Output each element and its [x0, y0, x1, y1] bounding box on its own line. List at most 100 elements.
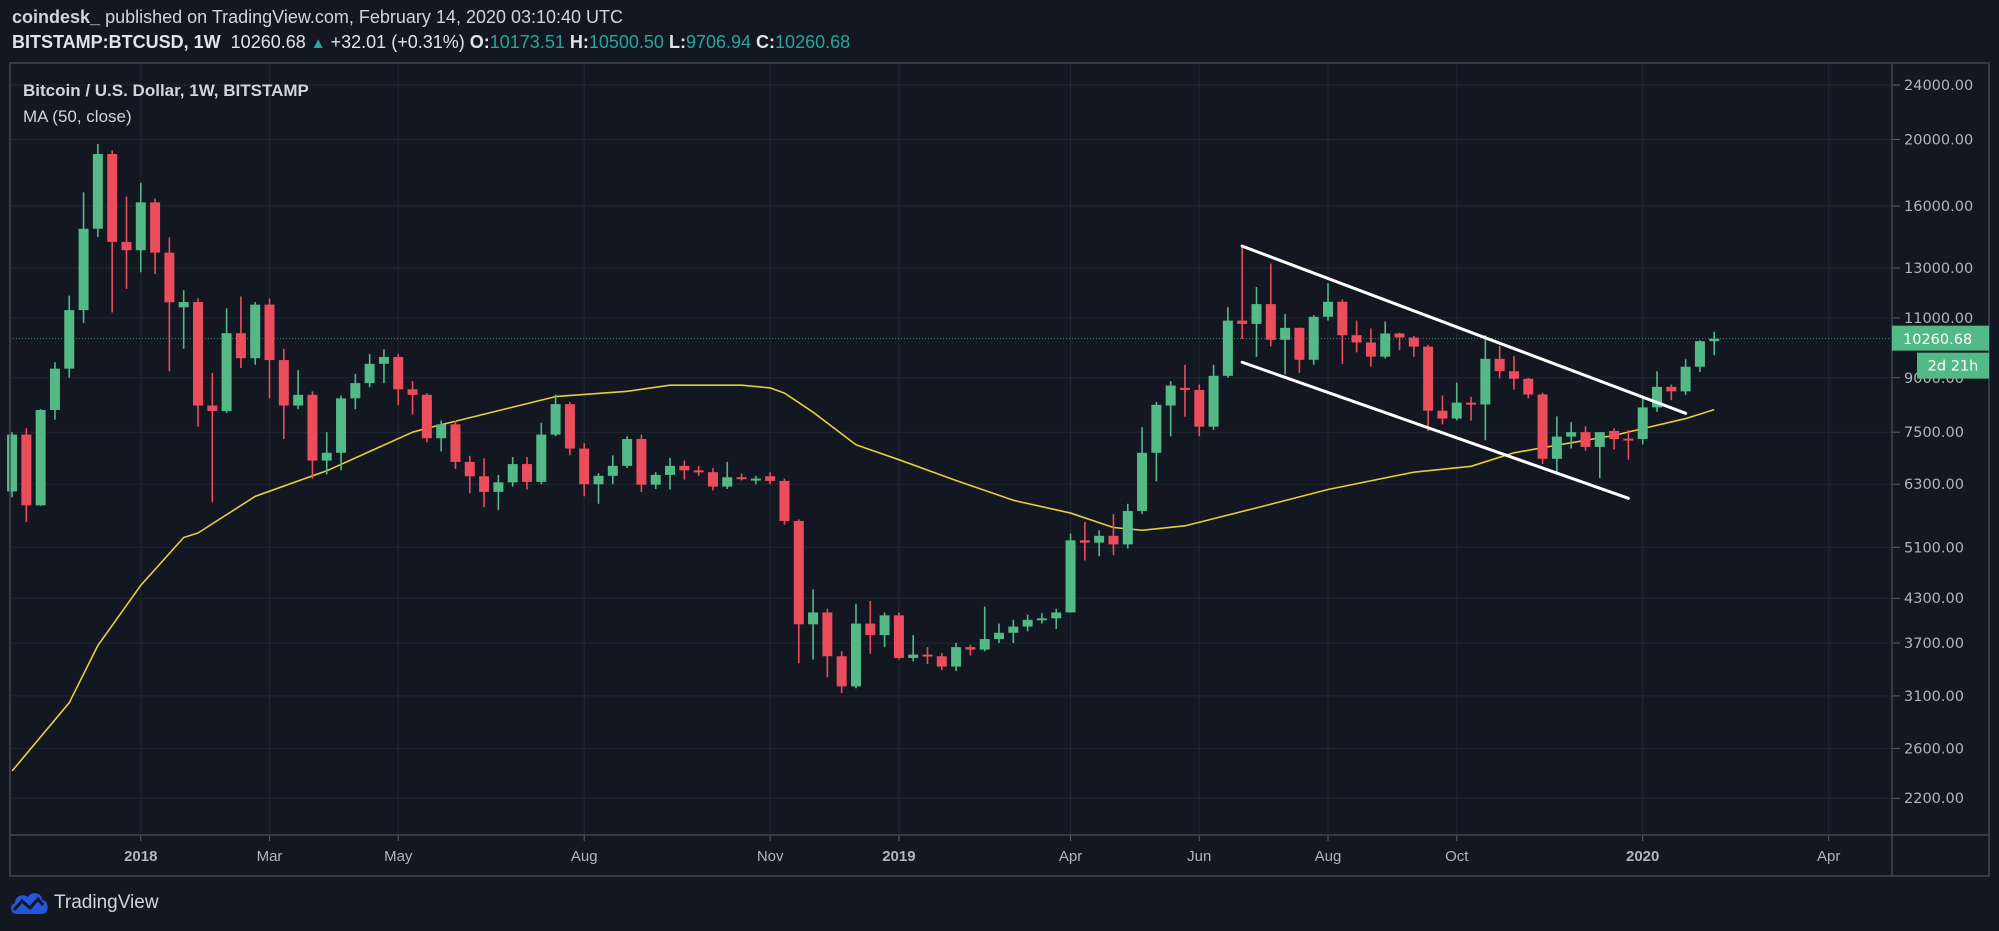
candle-down	[707, 468, 718, 491]
candle-down	[1423, 344, 1434, 432]
candle-down	[636, 434, 647, 492]
x-tick-label: Apr	[1817, 848, 1840, 865]
y-tick-label: 7500.00	[1904, 425, 1964, 441]
candle-up	[7, 432, 18, 498]
candle-body	[264, 304, 275, 361]
candle-up	[1251, 286, 1262, 357]
candle-up	[1551, 416, 1562, 474]
candle-down	[793, 519, 804, 664]
tradingview-logo-icon	[11, 893, 48, 914]
candle-up	[1165, 381, 1176, 437]
candle-body	[221, 333, 232, 412]
candle-body	[879, 615, 890, 636]
candle-up	[1151, 401, 1162, 482]
low-label: L:	[668, 32, 686, 52]
candle-down	[1079, 522, 1090, 561]
candle-body	[850, 623, 861, 687]
candle-down	[865, 601, 876, 654]
candle-body	[979, 639, 990, 650]
candle-down	[1494, 346, 1505, 379]
candle-body	[579, 448, 590, 485]
candle-body	[464, 461, 475, 477]
candle-body	[1694, 341, 1705, 367]
footer-brand[interactable]: TradingView	[8, 890, 159, 916]
candle-body	[536, 434, 547, 482]
axes: 24000.00 20000.00 16000.00 13000.00 11000.00…	[9, 62, 1990, 877]
x-tick-label: 2018	[124, 848, 157, 865]
candle-body	[1079, 540, 1090, 543]
candle-down	[164, 237, 175, 372]
candle-body	[49, 368, 60, 410]
candle-up	[1652, 371, 1663, 412]
grid	[10, 63, 1892, 835]
candle-up	[436, 420, 447, 452]
candle-down	[21, 428, 32, 523]
y-tick-label: 16000.00	[1904, 199, 1973, 215]
y-tick-label: 3700.00	[1904, 636, 1964, 652]
candle-body	[1637, 407, 1648, 440]
candle-up	[879, 612, 890, 648]
price-change: +32.01 (+0.31%)	[330, 32, 465, 52]
candle-up	[1308, 315, 1319, 365]
candle-down	[107, 150, 118, 313]
candle-body	[650, 474, 661, 485]
candle-body	[1451, 402, 1462, 419]
candle-body	[951, 647, 962, 667]
candle-down	[150, 198, 161, 275]
candle-up	[1594, 432, 1605, 479]
candle-body	[307, 394, 318, 461]
candle-down	[693, 465, 704, 476]
candle-up	[250, 302, 261, 365]
x-tick-label: May	[384, 848, 413, 865]
candle-body	[493, 482, 504, 492]
candle-down	[1609, 428, 1620, 450]
candle-body	[235, 333, 246, 359]
candle-down	[450, 420, 461, 469]
candle-up	[135, 182, 146, 273]
y-tick-label: 2200.00	[1904, 791, 1964, 807]
candle-body	[1394, 333, 1405, 338]
candle-up	[92, 143, 103, 238]
candle-up	[722, 461, 733, 490]
candle-up	[850, 603, 861, 689]
candle-up	[350, 373, 361, 410]
candle-body	[836, 656, 847, 687]
candle-down	[836, 651, 847, 694]
candle-body	[393, 356, 404, 390]
candle-down	[393, 353, 404, 406]
candle-down	[1508, 356, 1519, 390]
candle-body	[1709, 338, 1720, 342]
chart-legend: Bitcoin / U.S. Dollar, 1W, BITSTAMP MA (…	[23, 78, 309, 130]
candle-down	[564, 401, 575, 456]
candle-up	[1709, 331, 1720, 356]
candle-body	[1251, 304, 1262, 324]
y-tick-label: 4300.00	[1904, 591, 1964, 607]
candle-body	[1179, 387, 1190, 390]
candle-body	[479, 476, 490, 492]
candle-body	[421, 394, 432, 439]
candle-body	[107, 153, 118, 242]
candle-up	[1637, 396, 1648, 445]
candle-body	[150, 202, 161, 253]
candle-body	[1208, 375, 1219, 427]
author-name[interactable]: coindesk_	[12, 7, 101, 27]
candle-down	[1580, 426, 1591, 451]
candle-down	[779, 478, 790, 525]
candle-down	[936, 652, 947, 671]
candle-body	[64, 310, 75, 369]
candle-body	[1623, 438, 1634, 441]
candle-body	[35, 409, 46, 506]
symbol-info: BITSTAMP:BTCUSD, 1W 10260.68 ▲ +32.01 (+…	[12, 32, 850, 53]
candle-up	[1036, 613, 1047, 624]
candle-up	[808, 589, 819, 660]
candles	[7, 143, 1720, 694]
candle-up	[221, 308, 232, 413]
legend-indicator[interactable]: MA (50, close)	[23, 107, 132, 126]
candle-body	[378, 356, 389, 364]
candle-body	[1680, 366, 1691, 392]
candle-down	[893, 612, 904, 660]
y-tick-label: 6300.00	[1904, 477, 1964, 493]
candle-body	[1652, 386, 1663, 408]
candle-down	[192, 298, 203, 427]
